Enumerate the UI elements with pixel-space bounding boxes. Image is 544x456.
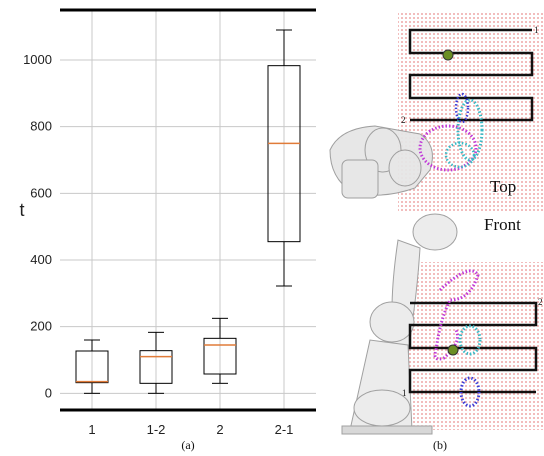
x-tick-label-2: 2 xyxy=(216,422,223,437)
x-axis-ticks: 1 1-2 2 2-1 xyxy=(88,422,293,437)
top-point-cloud xyxy=(418,92,484,172)
top-view: 1 2 Top xyxy=(329,12,544,212)
plot-area xyxy=(60,10,316,410)
box-plot-chart: 0 200 400 600 800 1000 1 1-2 2 2-1 t (a) xyxy=(19,8,316,452)
robot-panel: 1 2 Top Front xyxy=(329,12,544,452)
box-rect-0 xyxy=(75,350,109,384)
top-robot-arm xyxy=(329,125,433,199)
y-axis-label: t xyxy=(19,200,24,220)
box-rect-2 xyxy=(203,337,237,375)
front-target-marker xyxy=(447,344,459,356)
caption-b: (b) xyxy=(433,438,447,452)
y-tick-label-3: 600 xyxy=(30,185,52,200)
caption-a: (a) xyxy=(181,438,194,452)
front-view-label: Front xyxy=(484,215,521,234)
y-tick-label-0: 0 xyxy=(45,385,52,400)
top-scan-path xyxy=(408,28,534,122)
front-scan-path xyxy=(408,301,538,394)
box-3 xyxy=(267,29,301,287)
top-path-start-label: 1 xyxy=(534,25,539,35)
box-rect-3 xyxy=(267,65,301,243)
y-tick-label-4: 800 xyxy=(30,119,52,134)
y-tick-label-5: 1000 xyxy=(23,52,52,67)
top-view-label: Top xyxy=(490,177,516,196)
box-series xyxy=(75,29,301,394)
x-tick-label-1: 1-2 xyxy=(147,422,166,437)
x-tick-label-0: 1 xyxy=(88,422,95,437)
box-2 xyxy=(203,317,237,384)
y-axis-ticks: 0 200 400 600 800 1000 xyxy=(23,52,52,400)
front-point-cloud xyxy=(433,269,482,408)
y-tick-label-2: 400 xyxy=(30,252,52,267)
box-rect-1 xyxy=(139,350,173,384)
front-point-grid xyxy=(398,262,544,430)
top-path-end-label: 2 xyxy=(401,115,406,125)
grid-lines xyxy=(60,10,316,410)
top-target-marker xyxy=(442,49,454,61)
box-1 xyxy=(139,331,173,394)
front-path-end-label: 1 xyxy=(402,388,407,398)
y-tick-label-1: 200 xyxy=(30,319,52,334)
box-0 xyxy=(75,339,109,394)
front-path-start-label: 2 xyxy=(538,297,543,307)
front-view: Front 2 1 xyxy=(341,213,544,435)
x-tick-label-3: 2-1 xyxy=(275,422,294,437)
front-robot-arm xyxy=(341,213,458,435)
